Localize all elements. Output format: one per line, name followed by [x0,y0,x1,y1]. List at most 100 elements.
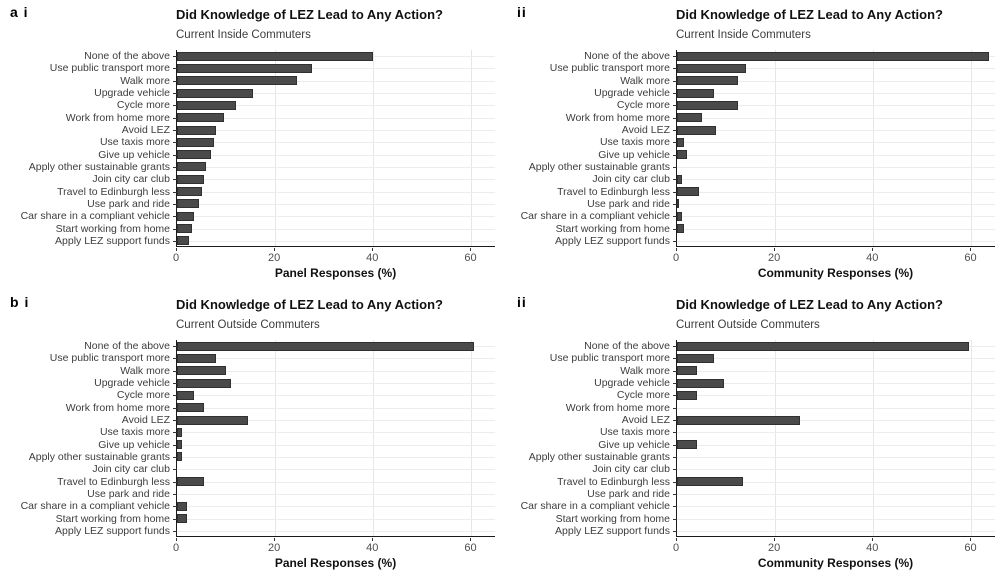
category-label: Give up vehicle [598,438,670,451]
y-tick-mark [173,370,177,372]
horizontal-gridline [177,383,495,385]
category-label: Join city car club [592,173,670,186]
bar [177,224,192,234]
horizontal-gridline [677,432,995,434]
x-tick-label: 20 [768,542,781,554]
y-tick-mark [173,481,177,483]
horizontal-gridline [177,456,495,458]
y-tick-mark [673,105,677,107]
bar [177,63,312,73]
y-tick-mark [673,191,677,193]
category-label: Cycle more [116,99,170,112]
y-tick-mark [173,444,177,446]
category-label: Travel to Edinburgh less [557,185,670,198]
x-tick-label: 20 [768,252,781,264]
category-axis-labels: None of the above Use public transport mo… [500,340,670,537]
y-tick-mark [173,93,177,95]
horizontal-gridline [177,493,495,495]
panel-tag: ii [517,4,527,20]
y-tick-mark [173,420,177,422]
x-tick-mark [372,248,374,251]
x-axis-ticks: 0 20 40 60 [500,537,1000,559]
bar [677,415,800,425]
y-tick-mark [173,80,177,82]
category-label: Upgrade vehicle [594,87,670,100]
category-label: Cycle more [616,389,670,402]
bar [177,366,227,376]
category-label: Walk more [620,74,670,87]
y-tick-mark [673,518,677,520]
x-axis-title: Community Responses (%) [757,556,914,570]
x-tick-label: 40 [366,252,379,264]
horizontal-gridline [677,456,995,458]
y-tick-mark [173,432,177,434]
y-tick-mark [173,493,177,495]
bar [177,390,195,400]
category-label: Upgrade vehicle [94,377,170,390]
bar [677,366,697,376]
x-tick-mark [274,538,276,541]
y-tick-mark [173,469,177,471]
horizontal-gridline [677,216,995,218]
horizontal-gridline [177,154,495,156]
x-tick-label: 60 [464,252,477,264]
x-tick-label: 20 [268,542,281,554]
category-label: Use public transport more [549,352,670,365]
x-tick-mark [774,538,776,541]
vertical-gridline [775,50,777,246]
chart-subtitle: Current Outside Commuters [176,319,320,331]
horizontal-gridline [677,240,995,242]
horizontal-gridline [677,93,995,95]
bar [677,174,682,184]
category-label: Apply other sustainable grants [28,160,170,173]
category-label: Apply other sustainable grants [528,160,670,173]
chart-title: Did Knowledge of LEZ Lead to Any Action? [176,7,443,22]
bar [677,63,746,73]
horizontal-gridline [677,154,995,156]
horizontal-gridline [177,142,495,144]
category-label: Car share in a compliant vehicle [20,210,170,223]
horizontal-gridline [177,216,495,218]
x-axis-title: Community Responses (%) [757,266,914,280]
x-axis-ticks: 0 20 40 60 [500,247,1000,269]
y-tick-mark [673,228,677,230]
y-tick-mark [173,203,177,205]
category-label: Work from home more [65,401,170,414]
bar [677,341,969,351]
x-tick-mark [872,248,874,251]
y-tick-mark [673,166,677,168]
horizontal-gridline [677,469,995,471]
category-label: Avoid LEZ [621,124,670,137]
y-tick-mark [173,68,177,70]
category-label: Walk more [120,364,170,377]
x-tick-mark [470,538,472,541]
y-tick-mark [173,166,177,168]
y-tick-mark [173,154,177,156]
y-tick-mark [173,228,177,230]
horizontal-gridline [177,130,495,132]
category-label: Join city car club [592,463,670,476]
category-axis-labels: None of the above Use public transport mo… [0,50,170,247]
x-axis-ticks: 0 20 40 60 [0,537,500,559]
category-label: Use taxis more [99,426,170,439]
y-tick-mark [673,346,677,348]
horizontal-gridline [177,370,495,372]
y-tick-mark [673,407,677,409]
y-tick-mark [173,117,177,119]
y-tick-mark [173,506,177,508]
horizontal-gridline [677,130,995,132]
bar [177,427,182,437]
vertical-gridline [471,340,473,536]
category-label: Use park and ride [87,197,170,210]
bar [677,125,717,135]
horizontal-gridline [677,407,995,409]
panel-tag: ii [517,294,527,310]
category-label: Give up vehicle [598,148,670,161]
x-tick-label: 40 [366,542,379,554]
y-tick-mark [173,518,177,520]
horizontal-gridline [677,420,995,422]
category-label: Work from home more [565,111,670,124]
panel-tag: b i [10,294,30,310]
horizontal-gridline [677,518,995,520]
plot-area [673,340,995,537]
